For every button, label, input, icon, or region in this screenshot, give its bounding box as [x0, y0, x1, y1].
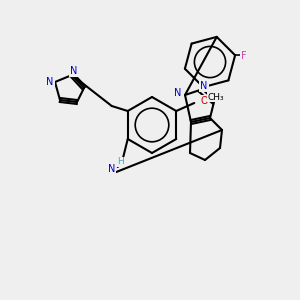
Text: N: N	[70, 66, 78, 76]
Text: N: N	[200, 81, 208, 91]
Text: O: O	[200, 96, 208, 106]
Text: N: N	[108, 164, 116, 174]
Text: N: N	[46, 77, 54, 87]
Text: H: H	[117, 158, 124, 166]
Text: N: N	[174, 88, 182, 98]
Text: F: F	[241, 51, 247, 61]
Text: CH₃: CH₃	[208, 92, 225, 101]
